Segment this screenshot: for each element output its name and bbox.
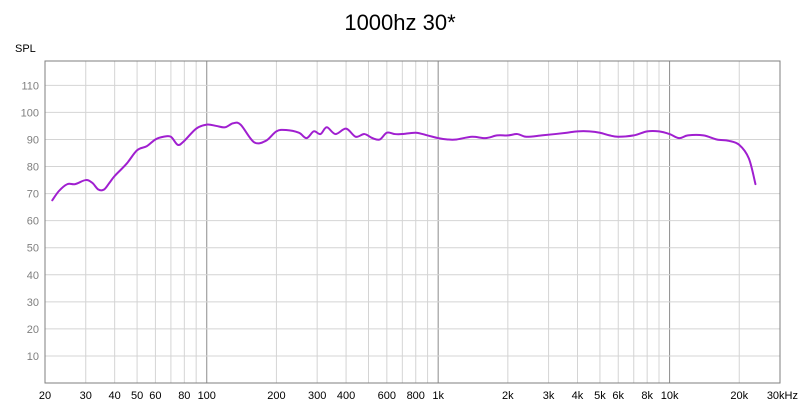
y-tick-label: 70: [27, 189, 39, 201]
x-tick-label: 10k: [661, 390, 679, 402]
x-tick-label: 2k: [502, 390, 514, 402]
y-tick-label: 80: [27, 162, 39, 174]
x-tick-label: 3k: [543, 390, 555, 402]
x-tick-label: 30: [80, 390, 92, 402]
x-tick-label: 5k: [594, 390, 606, 402]
series-layer: [51, 121, 757, 202]
x-tick-label: 800: [407, 390, 425, 402]
x-tick-label: 6k: [612, 390, 624, 402]
x-tick-label: 50: [131, 390, 143, 402]
x-tick-label: 20k: [730, 390, 748, 402]
y-tick-label: 100: [21, 107, 39, 119]
x-tick-label: 40: [109, 390, 121, 402]
x-tick-label: 100: [198, 390, 216, 402]
y-tick-labels: 10 20 30 40 50 60 70 80 90 100 110: [21, 80, 39, 363]
y-tick-label: 40: [27, 270, 39, 282]
x-tick-label: 30kHz: [767, 390, 798, 402]
y-tick-label: 110: [21, 80, 39, 92]
y-tick-label: 90: [27, 134, 39, 146]
x-tick-label: 20: [39, 390, 51, 402]
plot-frame: [44, 60, 781, 384]
spl-series-line: [51, 121, 757, 202]
y-tick-label: 30: [27, 297, 39, 309]
y-tick-label: 60: [27, 216, 39, 228]
y-tick-label: 20: [27, 324, 39, 336]
x-tick-label: 4k: [572, 390, 584, 402]
x-tick-label: 400: [337, 390, 355, 402]
x-tick-label: 1k: [432, 390, 444, 402]
grid-lines: [44, 61, 781, 383]
x-tick-label: 8k: [641, 390, 653, 402]
chart-title: 1000hz 30*: [344, 10, 456, 35]
x-tick-label: 300: [308, 390, 326, 402]
x-tick-label: 600: [378, 390, 396, 402]
y-axis-label: SPL: [15, 43, 36, 55]
x-tick-label: 60: [149, 390, 161, 402]
x-tick-label: 200: [267, 390, 285, 402]
y-tick-label: 50: [27, 243, 39, 255]
x-tick-labels: 20 30 40 50 60 80 100 200 300 400 600 800 1k 2k 3k 4k 5k…: [39, 390, 798, 402]
y-tick-label: 10: [27, 351, 39, 363]
x-tick-label: 80: [178, 390, 190, 402]
